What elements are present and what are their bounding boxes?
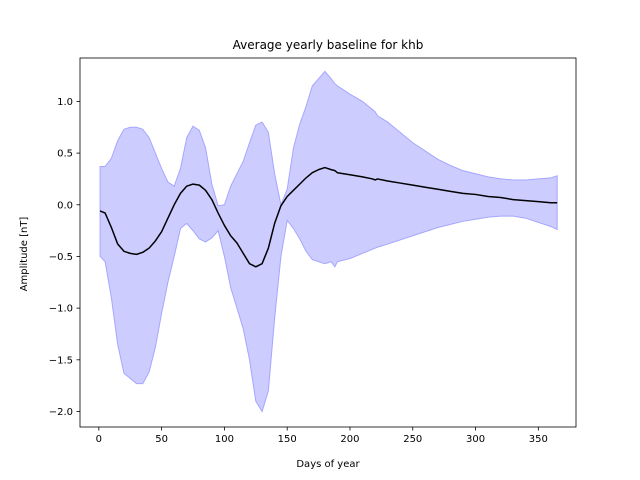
x-tick-label: 200 — [340, 434, 359, 445]
y-tick-label: 0.5 — [57, 149, 73, 160]
x-tick-label: 50 — [155, 434, 168, 445]
x-tick-label: 100 — [215, 434, 234, 445]
y-tick-label: −1.5 — [49, 355, 73, 366]
x-tick-label: 150 — [278, 434, 297, 445]
plot-frame — [79, 57, 577, 428]
x-tick-label: 0 — [96, 434, 102, 445]
x-axis: 0 50 100 150 200 250 300 350 — [96, 427, 548, 445]
x-tick-label: 250 — [403, 434, 422, 445]
series-line — [99, 166, 558, 268]
y-tick-label: −1.0 — [49, 304, 73, 315]
y-tick-label: −0.5 — [49, 252, 73, 263]
x-tick-label: 350 — [529, 434, 548, 445]
y-tick-label: 1.0 — [57, 97, 73, 108]
x-tick-label: 300 — [466, 434, 485, 445]
y-tick-label: −2.0 — [49, 407, 73, 418]
y-axis: −2.0 −1.5 −1.0 −0.5 0.0 0.5 1.0 — [49, 97, 80, 418]
y-axis-label: Amplitude [nT] — [19, 217, 30, 292]
band-area — [99, 70, 558, 413]
chart-title: Average yearly baseline for khb — [233, 38, 424, 52]
x-axis-label: Days of year — [296, 459, 360, 470]
y-tick-label: 0.0 — [57, 200, 73, 211]
